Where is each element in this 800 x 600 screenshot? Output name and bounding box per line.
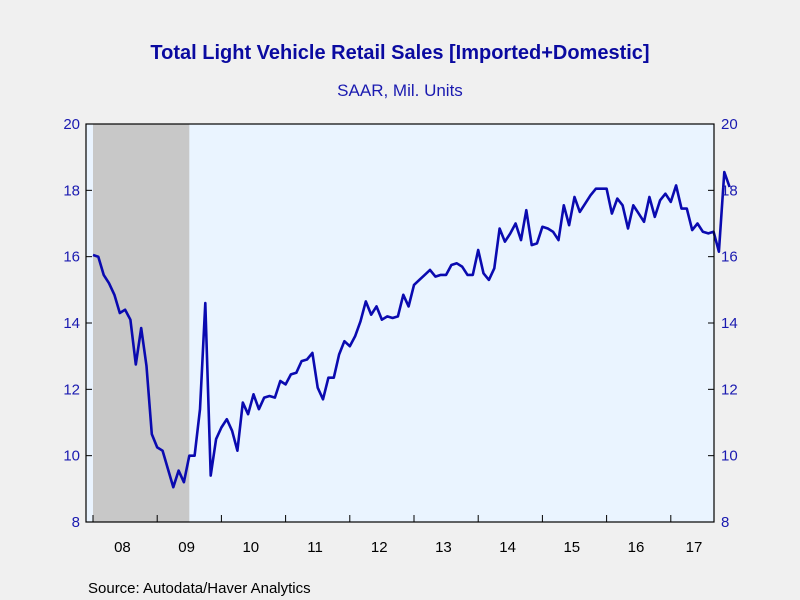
x-tick-label: 09	[178, 539, 195, 556]
y-tick-label-left: 8	[72, 514, 80, 531]
chart-title: Total Light Vehicle Retail Sales [Import…	[150, 42, 649, 64]
y-tick-label-right: 10	[721, 448, 738, 465]
x-tick-label: 16	[628, 539, 645, 556]
x-tick-label: 13	[435, 539, 452, 556]
y-tick-label-left: 10	[63, 448, 80, 465]
sales-series-line	[92, 170, 731, 489]
y-tick-label-left: 14	[63, 315, 80, 332]
y-tick-label-right: 18	[721, 182, 738, 199]
y-tick-label-right: 20	[721, 116, 738, 133]
y-tick-label-left: 18	[63, 182, 80, 199]
y-tick-label-right: 12	[721, 381, 738, 398]
x-tick-label: 08	[114, 539, 131, 556]
recession-shading	[93, 124, 190, 522]
x-tick-label: 17	[686, 539, 703, 556]
y-tick-label-left: 20	[63, 116, 80, 133]
source-note: Source: Autodata/Haver Analytics	[88, 580, 311, 597]
x-tick-label: 11	[307, 539, 323, 556]
left-y-axis: 8 10 12 14 16 18 20	[63, 116, 92, 531]
y-tick-label-left: 16	[63, 249, 80, 266]
x-tick-label: 15	[563, 539, 580, 556]
chart-subtitle: SAAR, Mil. Units	[337, 81, 463, 100]
x-tick-label: 10	[242, 539, 259, 556]
y-tick-label-right: 8	[721, 514, 729, 531]
x-tick-label: 12	[371, 539, 388, 556]
y-tick-label-right: 14	[721, 315, 738, 332]
x-axis: 08 09 10 11 12 13 14 15 16 17	[92, 515, 703, 556]
x-tick-label: 14	[499, 539, 516, 556]
right-y-axis: 8 10 12 14 16 18 20	[708, 116, 738, 531]
y-tick-label-left: 12	[63, 381, 80, 398]
y-tick-label-right: 16	[721, 249, 738, 266]
plot-area	[85, 123, 731, 523]
